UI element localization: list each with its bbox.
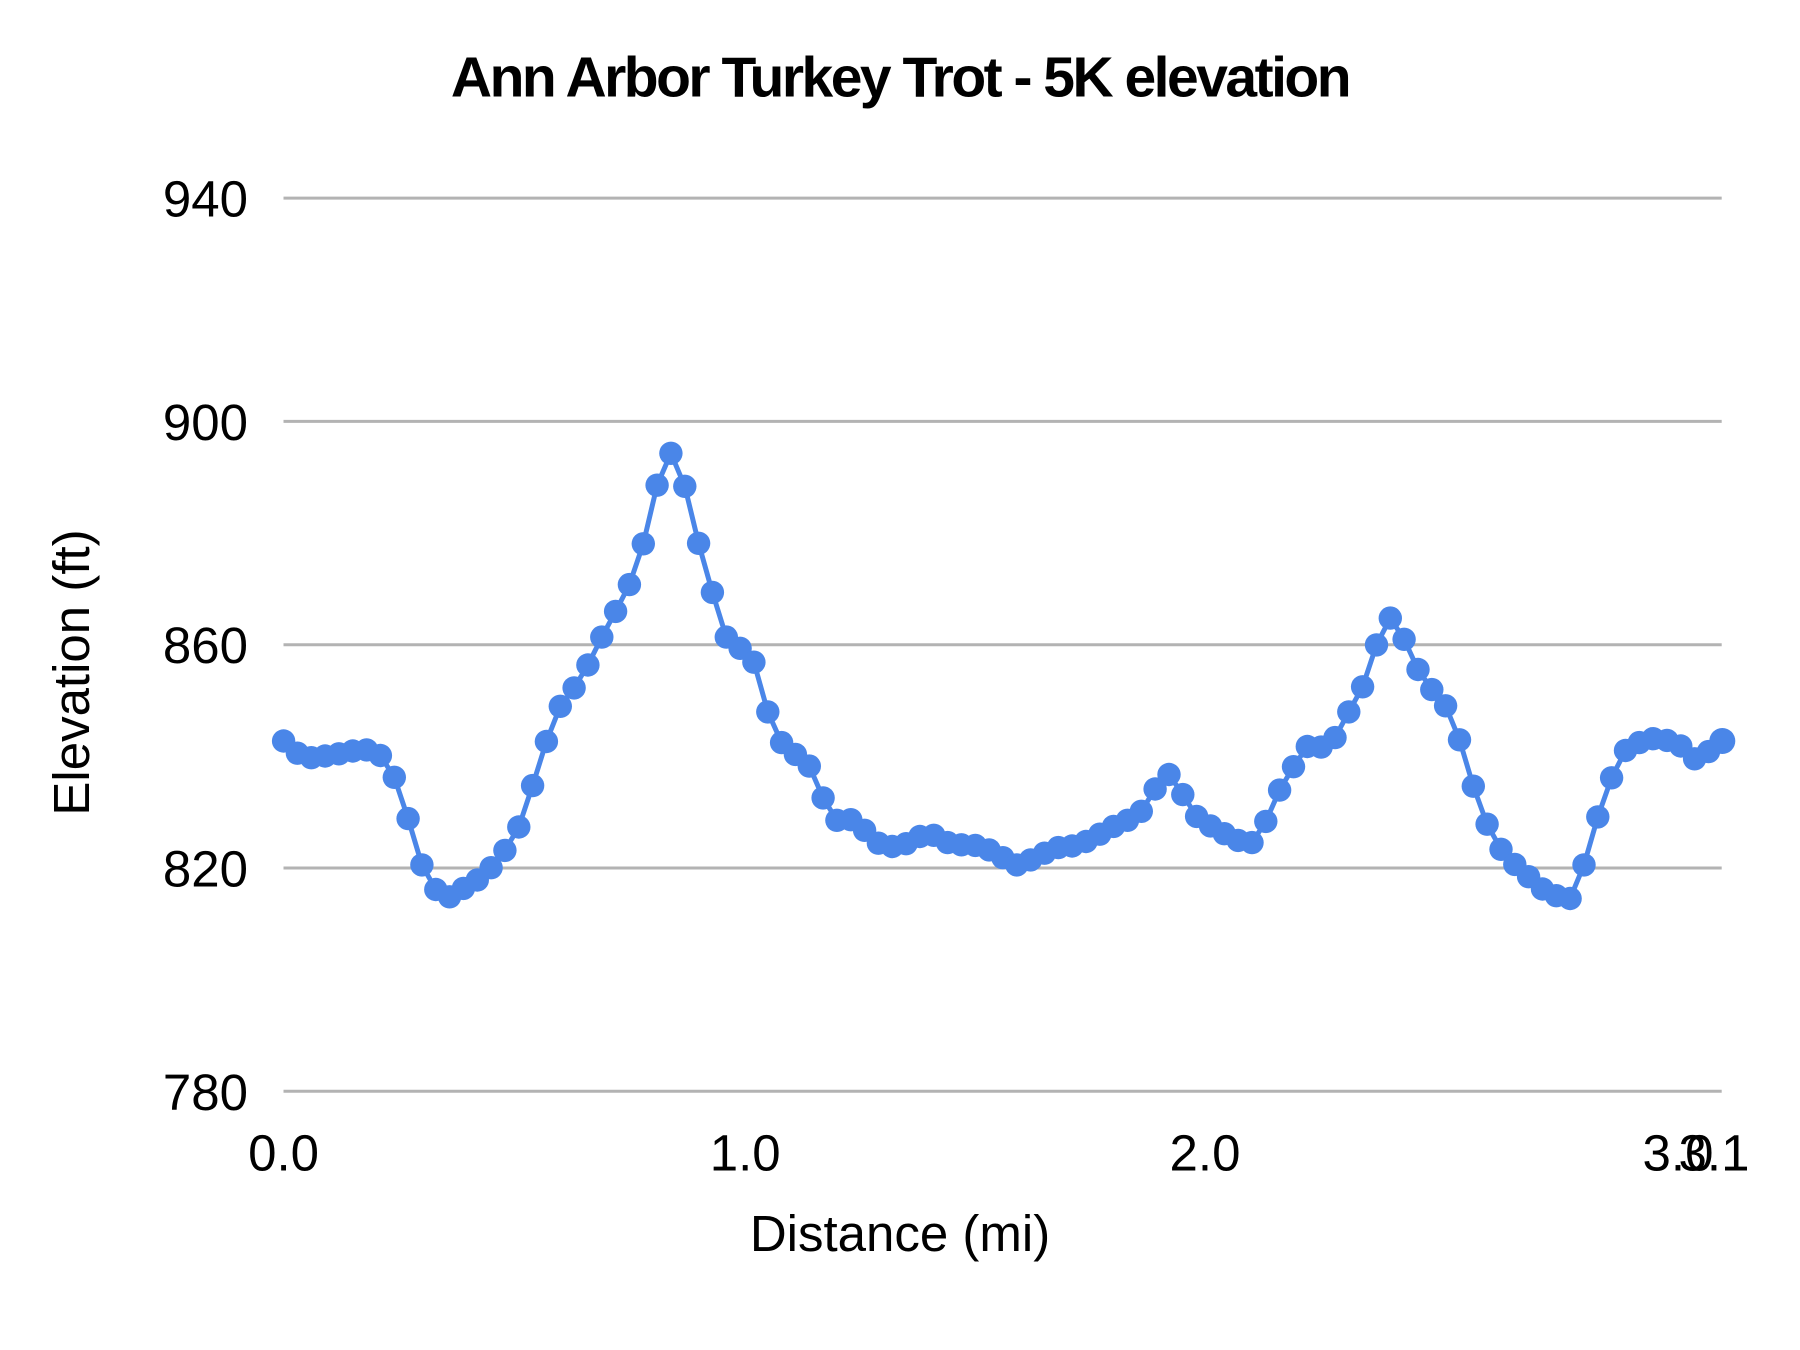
svg-text:2.0: 2.0: [1170, 1125, 1241, 1182]
svg-text:Ann Arbor Turkey Trot - 5K ele: Ann Arbor Turkey Trot - 5K elevation: [451, 46, 1349, 110]
svg-text:0.0: 0.0: [248, 1125, 319, 1182]
svg-text:3.0: 3.0: [1643, 1125, 1714, 1182]
svg-text:3.1: 3.1: [1679, 1125, 1750, 1182]
svg-text:Elevation (ft): Elevation (ft): [43, 529, 100, 815]
svg-text:1.0: 1.0: [710, 1125, 781, 1182]
svg-text:780: 780: [163, 1064, 248, 1121]
svg-text:Distance (mi): Distance (mi): [750, 1205, 1050, 1262]
svg-text:940: 940: [163, 171, 248, 228]
svg-text:860: 860: [163, 617, 248, 674]
svg-text:820: 820: [163, 841, 248, 898]
svg-text:900: 900: [163, 394, 248, 451]
